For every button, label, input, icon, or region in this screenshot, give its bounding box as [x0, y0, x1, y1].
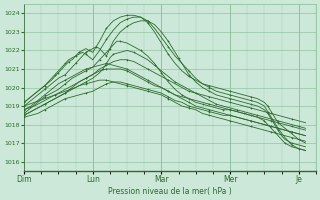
X-axis label: Pression niveau de la mer( hPa ): Pression niveau de la mer( hPa ) [108, 187, 232, 196]
